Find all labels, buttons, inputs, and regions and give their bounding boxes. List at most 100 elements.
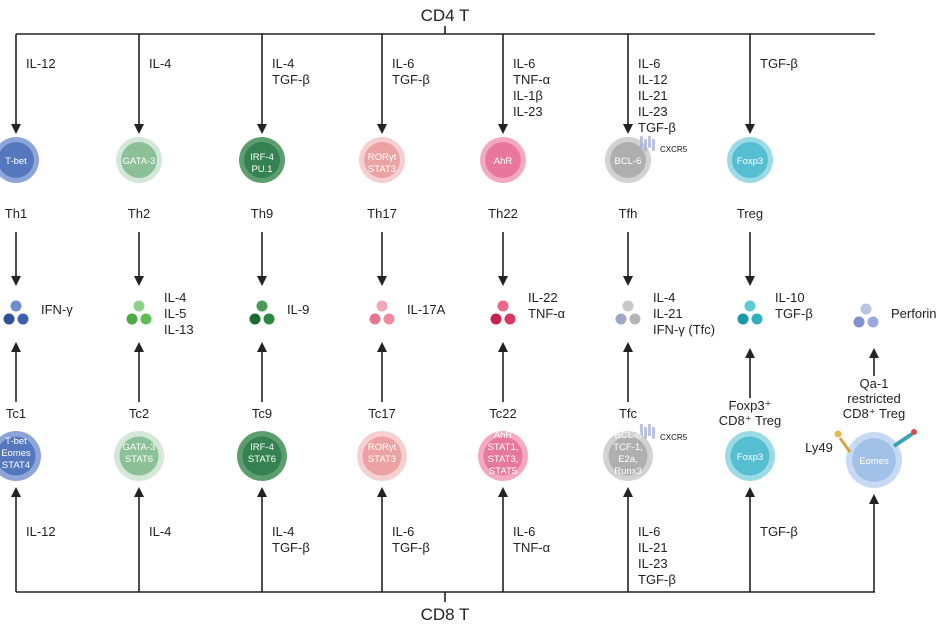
cytokine-dot: [853, 316, 865, 328]
cytokine-dot: [140, 313, 152, 325]
cytokine-cluster: [737, 300, 763, 325]
inducing-cytokine: TNF-α: [513, 72, 551, 87]
cytokine-dot: [615, 313, 627, 325]
receptor-head: [911, 429, 917, 435]
cd4-title: CD4 T: [421, 6, 470, 25]
cell-nucleus: [364, 142, 400, 178]
inducing-cytokine: IL-6: [392, 56, 414, 71]
secreted-cytokine: IL-17A: [407, 302, 446, 317]
cytokine-dot: [263, 313, 275, 325]
subset-name: Qa-1: [860, 376, 889, 391]
transcription-factor: IRF-4: [250, 152, 274, 163]
transcription-factor: Eomes: [1, 448, 31, 459]
inducing-cytokine: IL-23: [513, 104, 543, 119]
secreted-cytokine: IL-4: [653, 290, 675, 305]
subset-name: Tfh: [619, 206, 638, 221]
subset-name: restricted: [847, 391, 900, 406]
transcription-factor: STAT5: [489, 466, 517, 477]
cell-nucleus: [244, 142, 280, 178]
cytokine-dot: [256, 300, 268, 312]
transcription-factor: STAT3,: [488, 454, 519, 465]
subset-name: Th2: [128, 206, 150, 221]
transcription-factor: RORγt: [368, 442, 397, 453]
transcription-factor: PU.1: [251, 164, 272, 175]
inducing-cytokine: IL-21: [638, 540, 668, 555]
inducing-cytokine: IL-12: [638, 72, 668, 87]
inducing-cytokine: TNF-α: [513, 540, 551, 555]
cell-nucleus: [362, 436, 402, 476]
transcription-factor: GATA-3: [123, 442, 156, 453]
transcription-factor: STAT3: [368, 164, 396, 175]
secreted-cytokine: IFN-γ: [41, 302, 73, 317]
transcription-factor: Eomes: [859, 456, 889, 467]
cell-nucleus: [483, 436, 523, 476]
secreted-cytokine: IL-9: [287, 302, 309, 317]
receptor-segment: [644, 139, 647, 151]
inducing-cytokine: IL-4: [272, 56, 294, 71]
inducing-cytokine: IL-1β: [513, 88, 543, 103]
receptor-segment: [652, 139, 655, 151]
subset-name: Tc9: [252, 406, 272, 421]
inducing-cytokine: IL-6: [638, 56, 660, 71]
subset-name: Tc17: [368, 406, 395, 421]
cell-nucleus: [610, 142, 646, 178]
transcription-factor: Foxp3: [737, 452, 763, 463]
receptor-segment: [648, 136, 651, 148]
inducing-cytokine: TGF-β: [760, 56, 798, 71]
secreted-cytokine: IL-4: [164, 290, 186, 305]
cytokine-cluster: [3, 300, 29, 325]
inducing-cytokine: IL-12: [26, 524, 56, 539]
transcription-factor: T-bet: [5, 156, 27, 167]
cell-nucleus: [852, 438, 896, 482]
cytokine-dot: [737, 313, 749, 325]
cd8-cell-5: [603, 431, 653, 481]
secreted-cytokine: TGF-β: [775, 306, 813, 321]
cd8-cell-4: [478, 431, 528, 481]
inducing-cytokine: IL-4: [272, 524, 294, 539]
inducing-cytokine: IL-6: [513, 56, 535, 71]
receptor-label: Ly49: [805, 440, 833, 455]
inducing-cytokine: TGF-β: [272, 540, 310, 555]
cytokine-dot: [751, 313, 763, 325]
transcription-factor: STAT6: [125, 454, 153, 465]
cd4-cell-treg: [727, 137, 773, 183]
cell-layer: [0, 136, 917, 488]
cytokine-dot: [490, 313, 502, 325]
inducing-cytokine: TGF-β: [638, 120, 676, 135]
transcription-factor: Runx3: [614, 466, 641, 477]
cytokine-dot: [383, 313, 395, 325]
cytokine-cluster: [369, 300, 395, 325]
receptor-segment: [648, 424, 651, 436]
subset-name: CD8⁺ Treg: [843, 406, 906, 421]
subset-name: Tc22: [489, 406, 516, 421]
cytokine-dot: [744, 300, 756, 312]
cell-nucleus: [0, 142, 34, 178]
receptor-head: [834, 430, 842, 438]
transcription-factor: STAT4: [2, 460, 30, 471]
receptor-stalk: [838, 437, 852, 453]
receptor-stalk: [892, 432, 914, 448]
inducing-cytokine: IL-21: [638, 88, 668, 103]
cd4-cell-th22: [480, 137, 526, 183]
inducing-cytokine: IL-6: [638, 524, 660, 539]
cd8-cell-0: [0, 431, 41, 481]
cd4-cell-th1: [0, 137, 39, 183]
subset-name: Treg: [737, 206, 763, 221]
secreted-cytokine: IFN-γ (Tfc): [653, 322, 715, 337]
inducing-cytokine: IL-6: [392, 524, 414, 539]
transcription-factor: AhR: [494, 156, 513, 167]
inducing-cytokine: IL-6: [513, 524, 535, 539]
receptor-segment: [640, 424, 643, 436]
inducing-cytokine: TGF-β: [760, 524, 798, 539]
receptor-segment: [644, 427, 647, 439]
cytokine-dot: [622, 300, 634, 312]
cytokine-dot: [860, 303, 872, 315]
cytokine-dot: [497, 300, 509, 312]
cd4-cell-tfh: [605, 137, 651, 183]
subset-name: Th17: [367, 206, 397, 221]
inducing-cytokine: IL-12: [26, 56, 56, 71]
transcription-factor: STAT3: [368, 454, 396, 465]
cytokine-cluster: [126, 300, 152, 325]
cd8-cell-7: [846, 432, 902, 488]
cd8-cell-3: [357, 431, 407, 481]
